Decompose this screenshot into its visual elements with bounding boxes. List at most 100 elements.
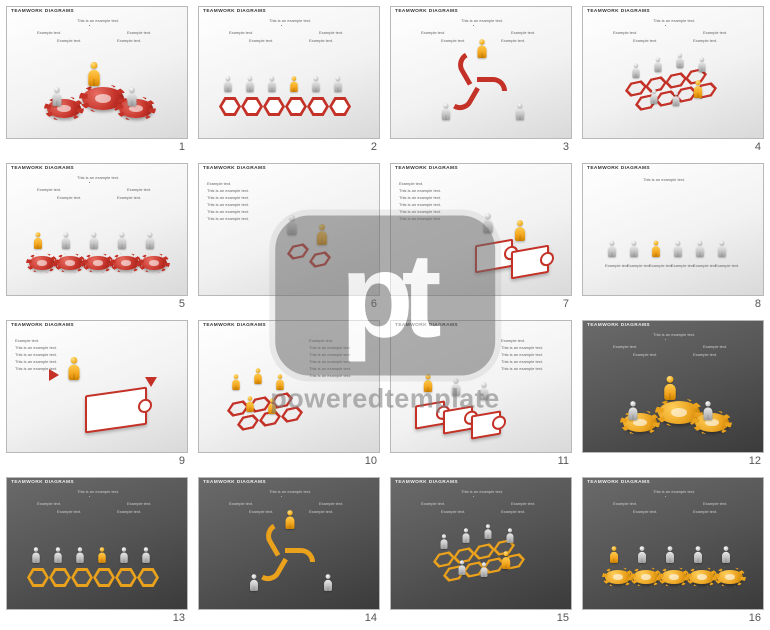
slide-cell: TEAMWORK DIAGRAMSThis is an example text… — [198, 477, 380, 624]
annotation-text: Example text. — [605, 264, 629, 269]
annotation-text: Example text. — [671, 264, 695, 269]
annotation-text: Example text. — [693, 510, 717, 515]
person-figure-grey — [224, 76, 232, 92]
slide-grid: TEAMWORK DIAGRAMSThis is an example text… — [6, 6, 764, 624]
person-figure-grey — [32, 547, 40, 563]
annotation-text: Example text. — [57, 196, 81, 201]
person-figure-orange — [276, 374, 284, 390]
annotation-text: This is an example text. — [15, 367, 57, 372]
slide-thumbnail[interactable]: TEAMWORK DIAGRAMSThis is an example text… — [582, 477, 764, 610]
hexagon-shape — [287, 242, 309, 261]
person-figure-grey — [118, 232, 126, 249]
slide-cell: TEAMWORK DIAGRAMSThis is an example text… — [390, 6, 572, 153]
person-figure-orange — [69, 357, 80, 380]
slide-thumbnail[interactable]: TEAMWORK DIAGRAMSExample text.This is an… — [198, 163, 380, 296]
annotation-text: Example text. — [309, 510, 333, 515]
annotation-text: This is an example text. — [15, 346, 57, 351]
slide-title: TEAMWORK DIAGRAMS — [203, 166, 266, 171]
annotation-text: Example text. — [441, 510, 465, 515]
annotation-text: This is an example text. — [399, 217, 441, 222]
person-figure-grey — [268, 76, 276, 92]
hexagon-shape — [93, 568, 115, 587]
hexagon-shape — [285, 97, 307, 116]
annotation-text: Example text. — [703, 502, 727, 507]
slide-thumbnail[interactable]: TEAMWORK DIAGRAMSThis is an example text… — [198, 477, 380, 610]
gear-icon — [661, 570, 687, 584]
annotation-text: Example text. — [693, 39, 717, 44]
slide-thumbnail[interactable]: TEAMWORK DIAGRAMSThis is an example text… — [582, 320, 764, 453]
slide-thumbnail[interactable]: TEAMWORK DIAGRAMSThis is an example text… — [582, 6, 764, 139]
annotation-text: This is an example text. — [653, 333, 695, 338]
slide-cell: TEAMWORK DIAGRAMSThis is an example text… — [582, 320, 764, 467]
annotation-text: Example text. — [117, 510, 141, 515]
annotation-text: This is an example text. — [207, 203, 249, 208]
annotation-text: This is an example text. — [207, 217, 249, 222]
person-figure-grey — [287, 215, 297, 235]
slide-thumbnail[interactable]: TEAMWORK DIAGRAMSThis is an example text… — [390, 477, 572, 610]
slide-number: 7 — [390, 296, 572, 310]
annotation-leader — [665, 496, 666, 497]
hexagon-shape — [665, 71, 687, 90]
gear-icon — [605, 570, 631, 584]
annotation-text: This is an example text. — [501, 367, 543, 372]
slide-thumbnail[interactable]: TEAMWORK DIAGRAMSExample text.This is an… — [390, 320, 572, 453]
slide-thumbnail[interactable]: TEAMWORK DIAGRAMSThis is an example text… — [6, 163, 188, 296]
hexagon-shape — [27, 568, 49, 587]
slide-thumbnail[interactable]: TEAMWORK DIAGRAMSThis is an example text… — [582, 163, 764, 296]
person-figure-grey — [638, 546, 646, 563]
slide-title: TEAMWORK DIAGRAMS — [395, 323, 458, 328]
person-figure-grey — [442, 103, 450, 120]
annotation-text: Example text. — [117, 39, 141, 44]
slide-number: 12 — [582, 453, 764, 467]
annotation-text: Example text. — [421, 31, 445, 36]
slide-title: TEAMWORK DIAGRAMS — [203, 480, 266, 485]
annotation-leader — [665, 339, 666, 340]
person-figure-orange — [98, 547, 106, 563]
slide-thumbnail[interactable]: TEAMWORK DIAGRAMSThis is an example text… — [390, 6, 572, 139]
person-figure-grey — [694, 546, 702, 563]
slide-thumbnail[interactable]: TEAMWORK DIAGRAMSExample text.This is an… — [198, 320, 380, 453]
slide-number: 3 — [390, 139, 572, 153]
annotation-text: This is an example text. — [399, 196, 441, 201]
slide-thumbnail[interactable]: TEAMWORK DIAGRAMSThis is an example text… — [6, 6, 188, 139]
annotation-text: Example text. — [249, 39, 273, 44]
annotation-text: Example text. — [613, 31, 637, 36]
slide-thumbnail[interactable]: TEAMWORK DIAGRAMSThis is an example text… — [198, 6, 380, 139]
puzzle-tile — [415, 400, 445, 429]
annotation-leader — [89, 25, 90, 26]
person-figure-orange — [286, 510, 295, 529]
annotation-text: Example text. — [633, 510, 657, 515]
slide-number: 4 — [582, 139, 764, 153]
person-figure-grey — [480, 382, 489, 400]
slide-title: TEAMWORK DIAGRAMS — [203, 9, 266, 14]
person-figure-orange — [694, 80, 703, 98]
annotation-text: This is an example text. — [399, 189, 441, 194]
slide-thumbnail[interactable]: TEAMWORK DIAGRAMSExample text.This is an… — [390, 163, 572, 296]
annotation-text: This is an example text. — [77, 490, 119, 495]
annotation-text: This is an example text. — [269, 19, 311, 24]
slide-cell: TEAMWORK DIAGRAMSThis is an example text… — [582, 163, 764, 310]
person-figure-grey — [485, 524, 492, 539]
annotation-text: This is an example text. — [309, 374, 351, 379]
annotation-text: This is an example text. — [15, 360, 57, 365]
slide-thumbnail[interactable]: TEAMWORK DIAGRAMSThis is an example text… — [6, 477, 188, 610]
person-figure-grey — [76, 547, 84, 563]
annotation-text: Example text. — [421, 502, 445, 507]
puzzle-tile — [475, 239, 513, 274]
slide-number: 11 — [390, 453, 572, 467]
person-figure-grey — [677, 53, 684, 68]
person-figure-orange — [502, 551, 511, 569]
hexagon-shape — [329, 97, 351, 116]
person-figure-grey — [666, 546, 674, 563]
slide-title: TEAMWORK DIAGRAMS — [395, 166, 458, 171]
slide-cell: TEAMWORK DIAGRAMSExample text.This is an… — [6, 320, 188, 467]
annotation-text: This is an example text. — [501, 353, 543, 358]
slide-thumbnail[interactable]: TEAMWORK DIAGRAMSExample text.This is an… — [6, 320, 188, 453]
annotation-text: This is an example text. — [653, 490, 695, 495]
annotation-leader — [665, 25, 666, 26]
person-figure-grey — [655, 57, 662, 72]
slide-number: 16 — [582, 610, 764, 624]
swirl-connector — [455, 59, 505, 109]
person-figure-orange — [610, 546, 618, 563]
person-figure-grey — [62, 232, 70, 249]
